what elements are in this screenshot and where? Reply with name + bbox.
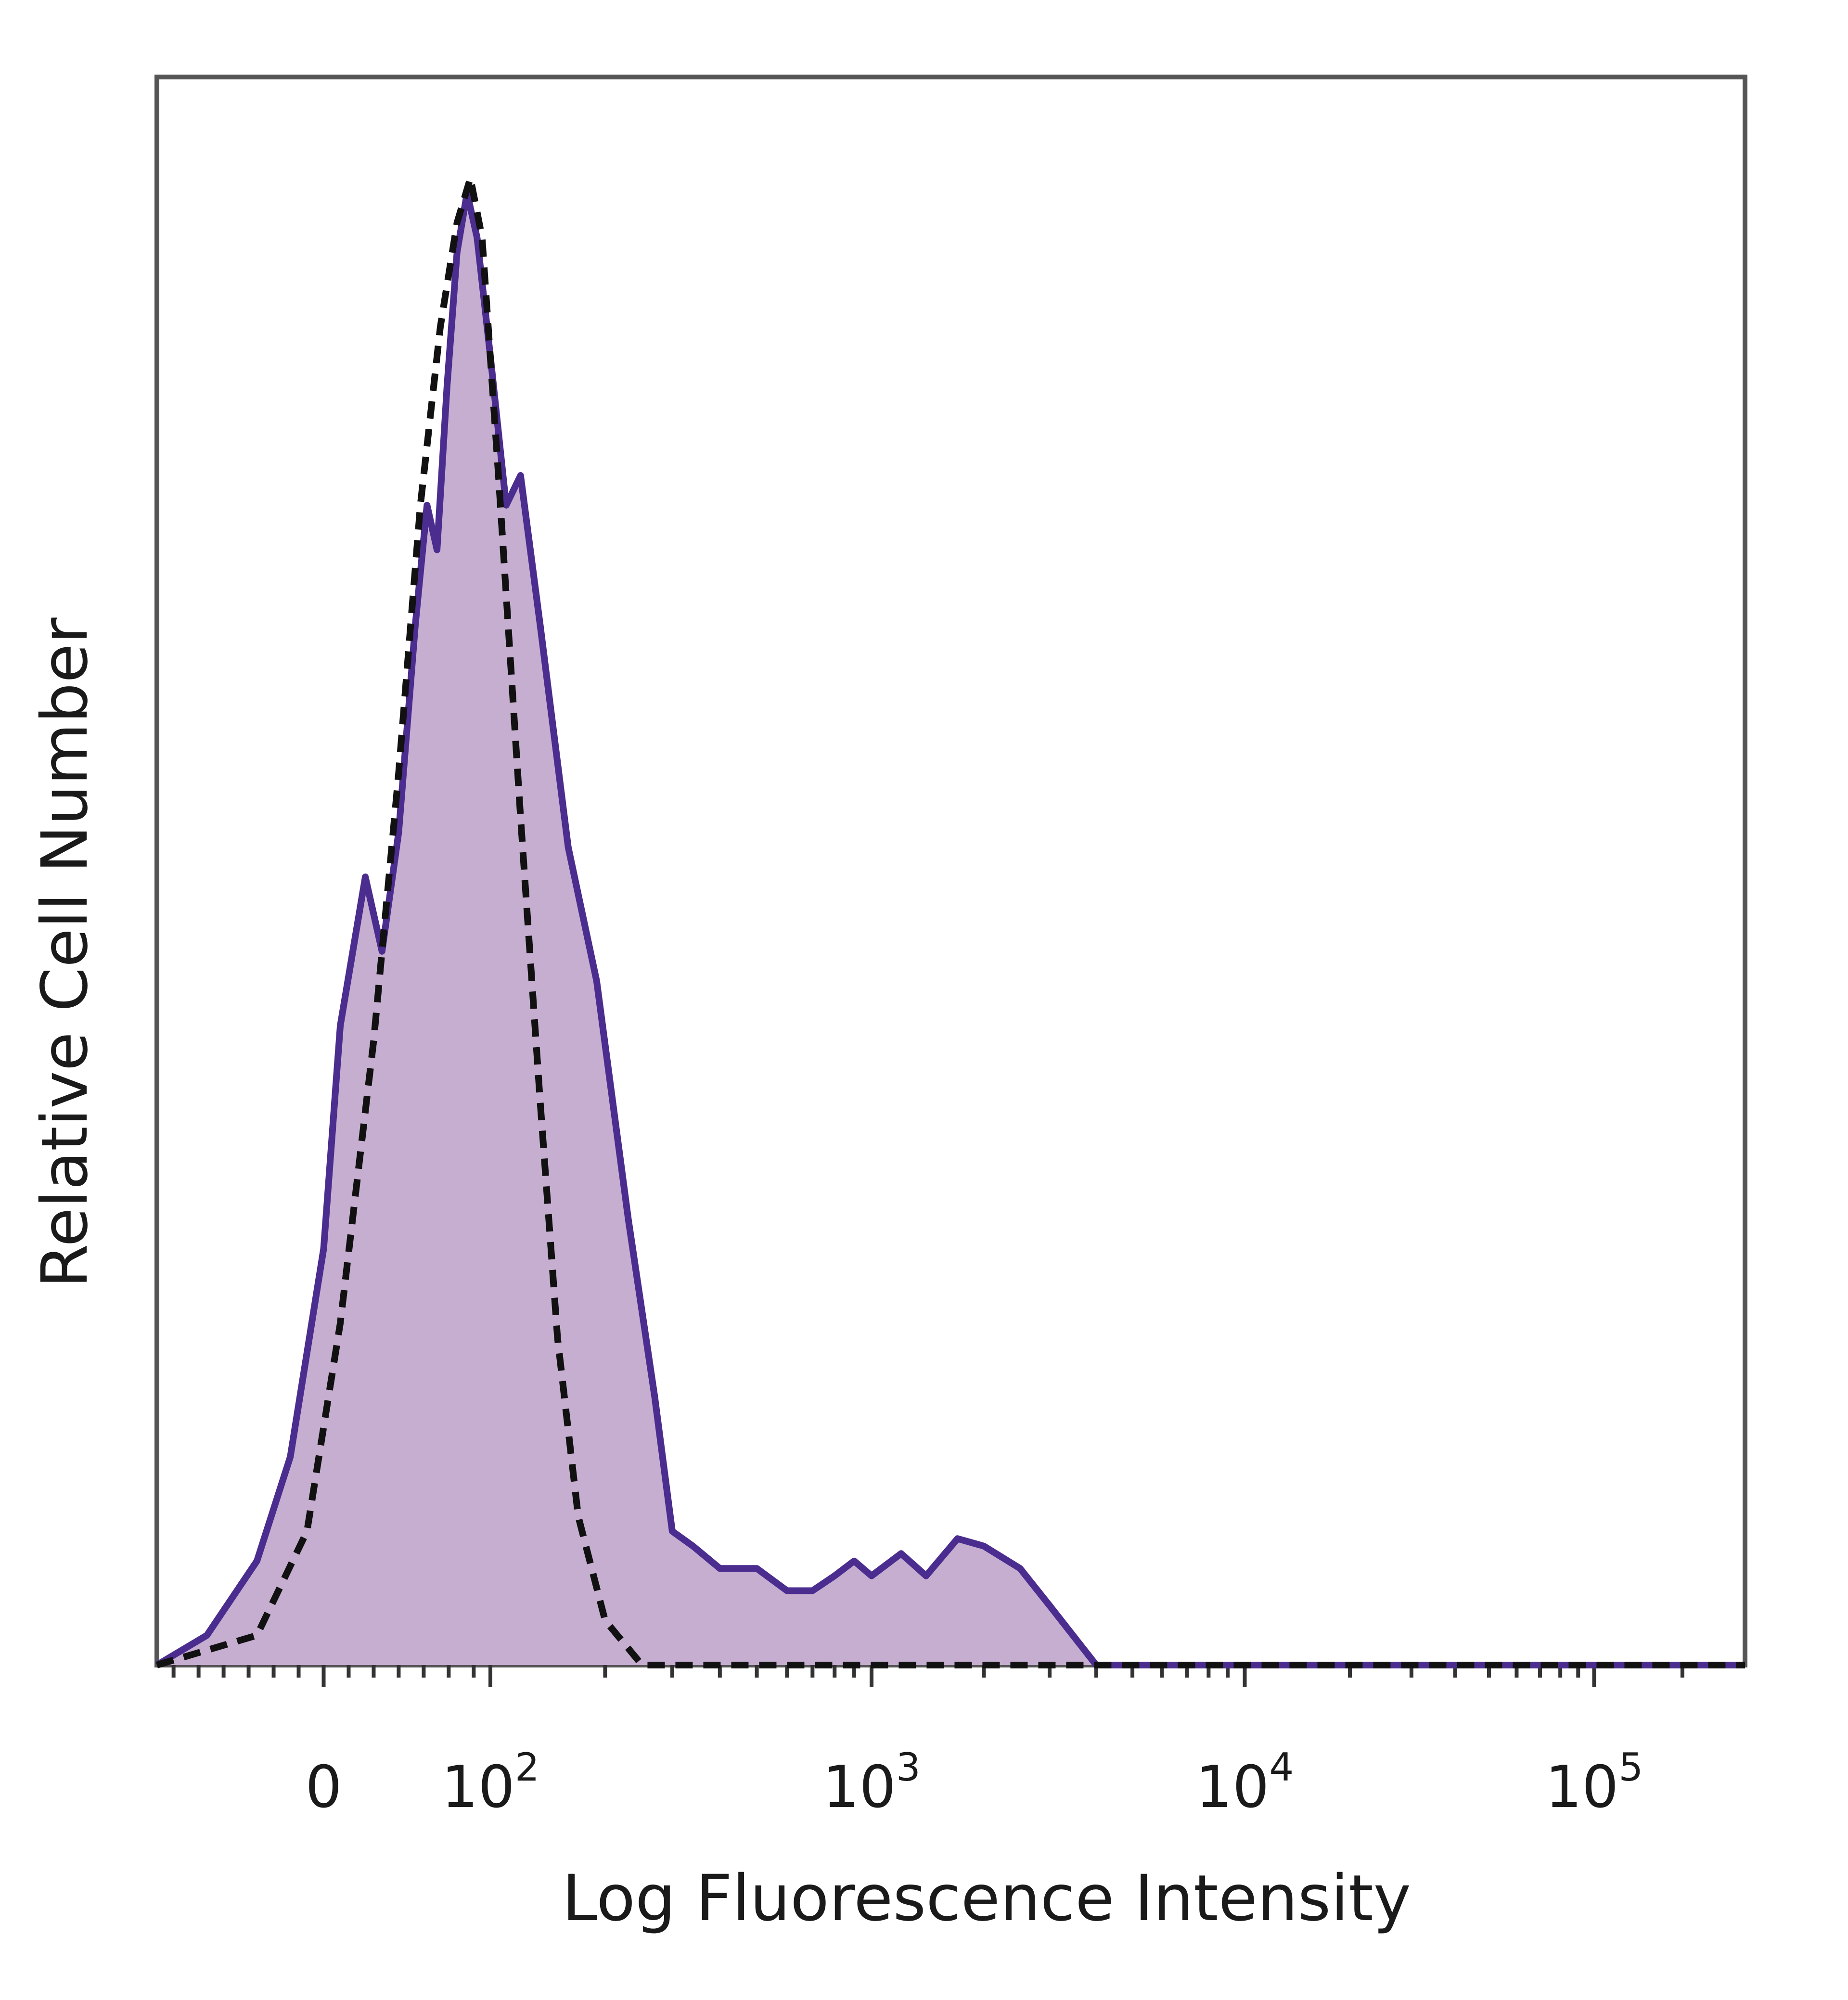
x-tick-label: 102 [441,1745,539,1821]
x-axis-tick-labels: 0 102 103 104 105 [305,1745,1643,1821]
stained-histogram-line [155,189,1745,1668]
stained-histogram-fill [157,192,1745,1666]
x-tick-label: 104 [1196,1745,1294,1821]
x-tick-label: 0 [305,1754,342,1821]
y-axis-title: Relative Cell Number [28,617,102,1288]
x-tick-label: 105 [1545,1745,1643,1821]
x-tick-label: 103 [822,1745,921,1821]
x-axis-title: Log Fluorescence Intensity [562,1861,1411,1936]
control-histogram-line [156,175,1745,1668]
